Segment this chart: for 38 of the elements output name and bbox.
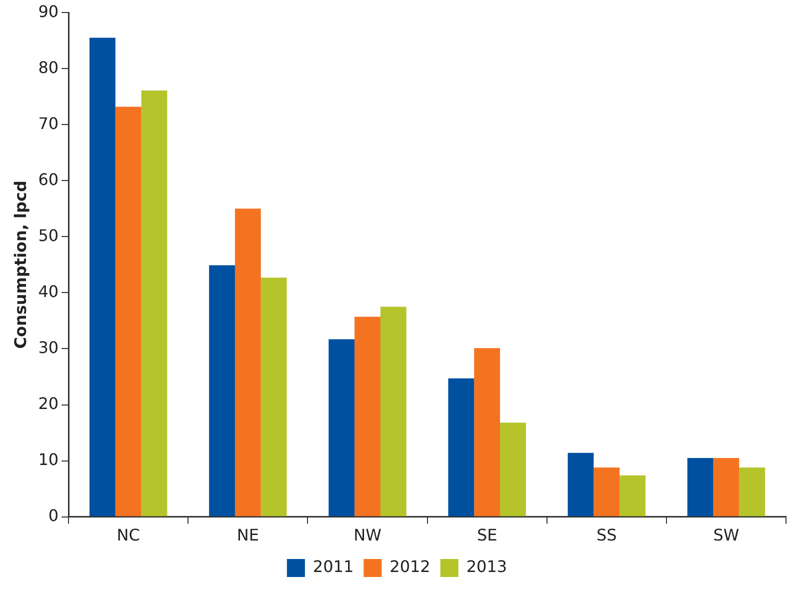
x-tick-label: NW: [354, 526, 382, 545]
bar: [89, 38, 116, 516]
bar: [713, 458, 740, 516]
y-tick-label: 50: [38, 226, 59, 245]
bar: [568, 452, 594, 516]
y-axis-title: Consumption, lpcd: [10, 180, 30, 349]
bar: [260, 278, 287, 516]
bar: [687, 458, 714, 516]
y-tick-label: 0: [48, 506, 59, 525]
y-tick-label: 40: [38, 282, 59, 301]
legend-label: 2011: [312, 557, 354, 576]
bar: [328, 339, 355, 516]
bar: [380, 306, 406, 516]
y-tick-label: 10: [38, 450, 59, 469]
y-tick-label: 60: [38, 170, 59, 189]
bar: [594, 468, 620, 516]
bar: [234, 208, 261, 516]
y-tick-label: 90: [38, 2, 59, 21]
bar: [739, 468, 766, 516]
legend-label: 2012: [390, 557, 430, 576]
x-tick-label: NE: [236, 526, 259, 545]
x-tick-label: NC: [116, 526, 140, 545]
bar: [209, 265, 235, 516]
bar: [448, 378, 474, 516]
y-tick-label: 80: [38, 58, 59, 77]
x-tick-label: SW: [713, 526, 740, 545]
y-tick-label: 30: [38, 338, 59, 357]
bar: [141, 90, 168, 516]
bar: [115, 106, 142, 516]
y-tick-label: 20: [38, 394, 59, 413]
bar: [620, 475, 646, 516]
bar: [354, 316, 380, 516]
x-tick-label: SS: [596, 526, 617, 545]
y-tick-label: 70: [38, 114, 59, 133]
bar: [474, 348, 500, 516]
legend-label: 2013: [466, 557, 508, 576]
x-tick-label: SE: [476, 526, 498, 545]
bar: [500, 422, 526, 516]
